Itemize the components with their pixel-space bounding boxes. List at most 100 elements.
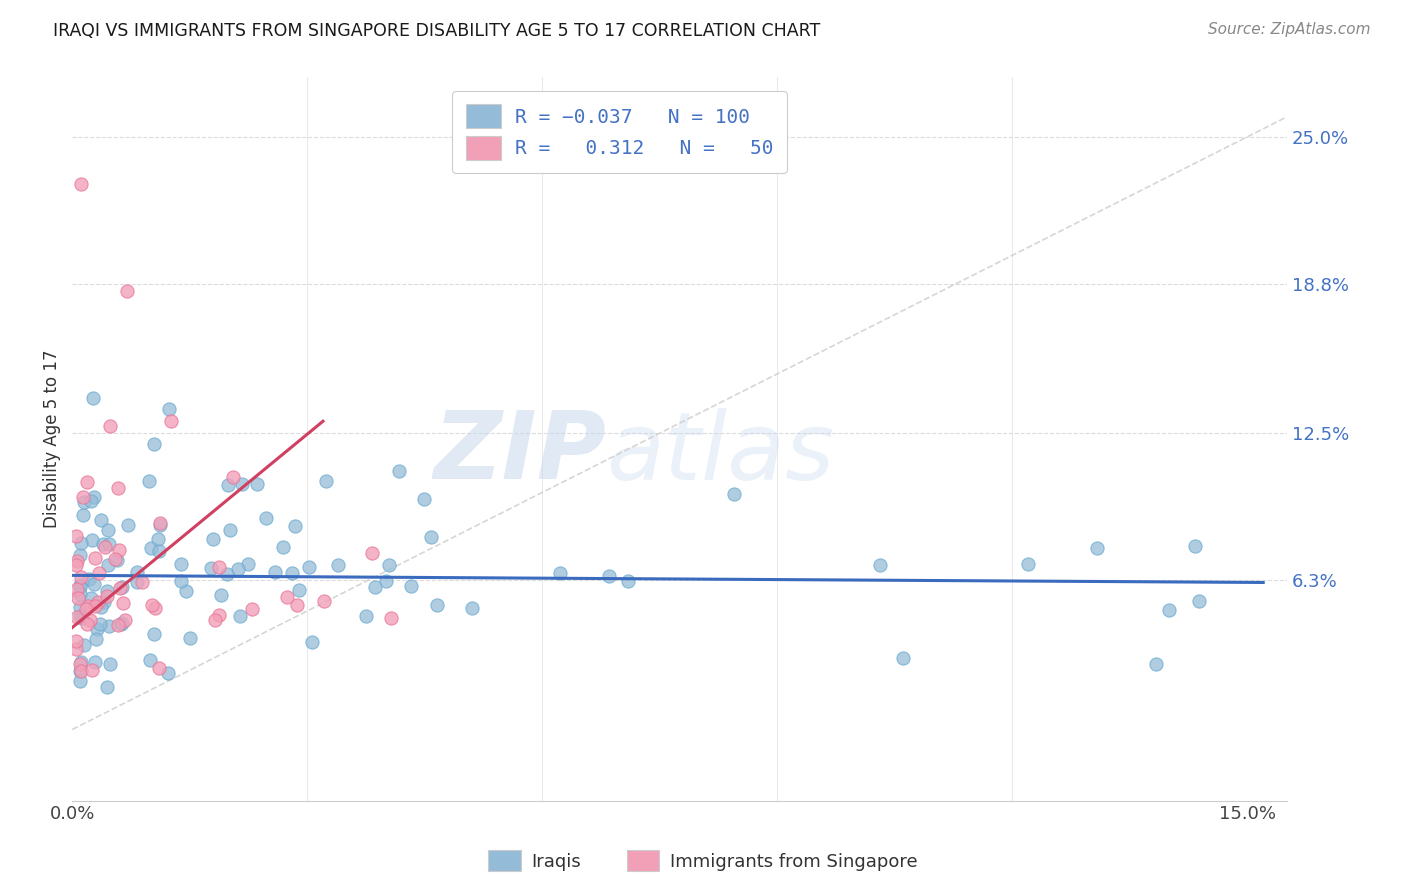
Point bbox=[222, 470, 245, 484]
Point bbox=[73, 494, 96, 508]
Point bbox=[149, 516, 172, 530]
Point bbox=[69, 657, 91, 672]
Point bbox=[204, 613, 226, 627]
Text: Source: ZipAtlas.com: Source: ZipAtlas.com bbox=[1208, 22, 1371, 37]
Point bbox=[200, 561, 222, 575]
Point bbox=[115, 284, 138, 298]
Point bbox=[79, 591, 101, 606]
Point bbox=[97, 558, 120, 573]
Point bbox=[69, 674, 91, 689]
Point bbox=[66, 553, 89, 567]
Point bbox=[96, 680, 118, 694]
Point bbox=[66, 582, 89, 596]
Point bbox=[87, 595, 110, 609]
Point bbox=[149, 517, 172, 532]
Point bbox=[420, 530, 443, 544]
Text: ZIP: ZIP bbox=[433, 408, 606, 500]
Point bbox=[288, 583, 311, 598]
Point bbox=[111, 616, 134, 631]
Y-axis label: Disability Age 5 to 17: Disability Age 5 to 17 bbox=[44, 350, 60, 528]
Point bbox=[84, 551, 107, 566]
Point bbox=[271, 540, 294, 554]
Point bbox=[143, 601, 166, 615]
Point bbox=[284, 519, 307, 533]
Point bbox=[1159, 603, 1181, 617]
Point bbox=[69, 548, 91, 562]
Point bbox=[617, 574, 640, 588]
Point bbox=[107, 481, 129, 495]
Point bbox=[160, 414, 183, 428]
Point bbox=[69, 570, 91, 584]
Point bbox=[93, 595, 115, 609]
Point bbox=[105, 553, 128, 567]
Point bbox=[229, 608, 252, 623]
Point bbox=[1085, 541, 1108, 555]
Point bbox=[91, 537, 114, 551]
Text: IRAQI VS IMMIGRANTS FROM SINGAPORE DISABILITY AGE 5 TO 17 CORRELATION CHART: IRAQI VS IMMIGRANTS FROM SINGAPORE DISAB… bbox=[53, 22, 821, 40]
Point bbox=[110, 616, 132, 631]
Point bbox=[125, 574, 148, 589]
Point bbox=[108, 543, 131, 558]
Point bbox=[70, 664, 93, 678]
Legend: Iraqis, Immigrants from Singapore: Iraqis, Immigrants from Singapore bbox=[481, 843, 925, 879]
Point bbox=[79, 572, 101, 586]
Point bbox=[65, 558, 87, 572]
Point bbox=[426, 598, 449, 612]
Point bbox=[107, 617, 129, 632]
Point bbox=[254, 511, 277, 525]
Point bbox=[226, 562, 249, 576]
Point bbox=[138, 475, 160, 489]
Point bbox=[98, 536, 121, 550]
Point bbox=[1188, 594, 1211, 608]
Point bbox=[461, 600, 484, 615]
Point bbox=[142, 436, 165, 450]
Point bbox=[893, 651, 915, 665]
Point bbox=[869, 558, 891, 573]
Point bbox=[170, 557, 193, 571]
Point bbox=[240, 601, 263, 615]
Point bbox=[217, 478, 239, 492]
Point bbox=[67, 591, 90, 606]
Point bbox=[73, 638, 96, 652]
Point bbox=[89, 566, 111, 580]
Point bbox=[238, 557, 260, 571]
Point bbox=[69, 580, 91, 594]
Point bbox=[69, 587, 91, 601]
Point bbox=[70, 655, 93, 669]
Point bbox=[86, 622, 108, 636]
Point bbox=[598, 569, 620, 583]
Point bbox=[80, 663, 103, 677]
Point bbox=[69, 577, 91, 591]
Point bbox=[96, 584, 118, 599]
Point bbox=[207, 608, 229, 623]
Point bbox=[131, 575, 153, 590]
Point bbox=[112, 596, 135, 610]
Point bbox=[1017, 558, 1039, 572]
Text: atlas: atlas bbox=[606, 408, 835, 499]
Point bbox=[84, 655, 107, 669]
Point bbox=[82, 533, 104, 548]
Point bbox=[72, 491, 94, 505]
Point bbox=[77, 599, 100, 614]
Point bbox=[276, 590, 298, 604]
Point bbox=[83, 490, 105, 504]
Point bbox=[231, 477, 253, 491]
Point bbox=[143, 627, 166, 641]
Point bbox=[159, 402, 181, 417]
Point bbox=[111, 580, 134, 594]
Point bbox=[70, 177, 93, 191]
Point bbox=[264, 565, 287, 579]
Point bbox=[246, 476, 269, 491]
Point bbox=[388, 464, 411, 478]
Point bbox=[97, 523, 120, 537]
Point bbox=[76, 475, 98, 490]
Point bbox=[285, 598, 308, 612]
Point bbox=[125, 566, 148, 580]
Point bbox=[363, 581, 385, 595]
Point bbox=[82, 391, 104, 405]
Point bbox=[69, 609, 91, 624]
Point bbox=[202, 532, 225, 546]
Point bbox=[70, 536, 93, 550]
Point bbox=[75, 602, 97, 616]
Point bbox=[84, 599, 107, 613]
